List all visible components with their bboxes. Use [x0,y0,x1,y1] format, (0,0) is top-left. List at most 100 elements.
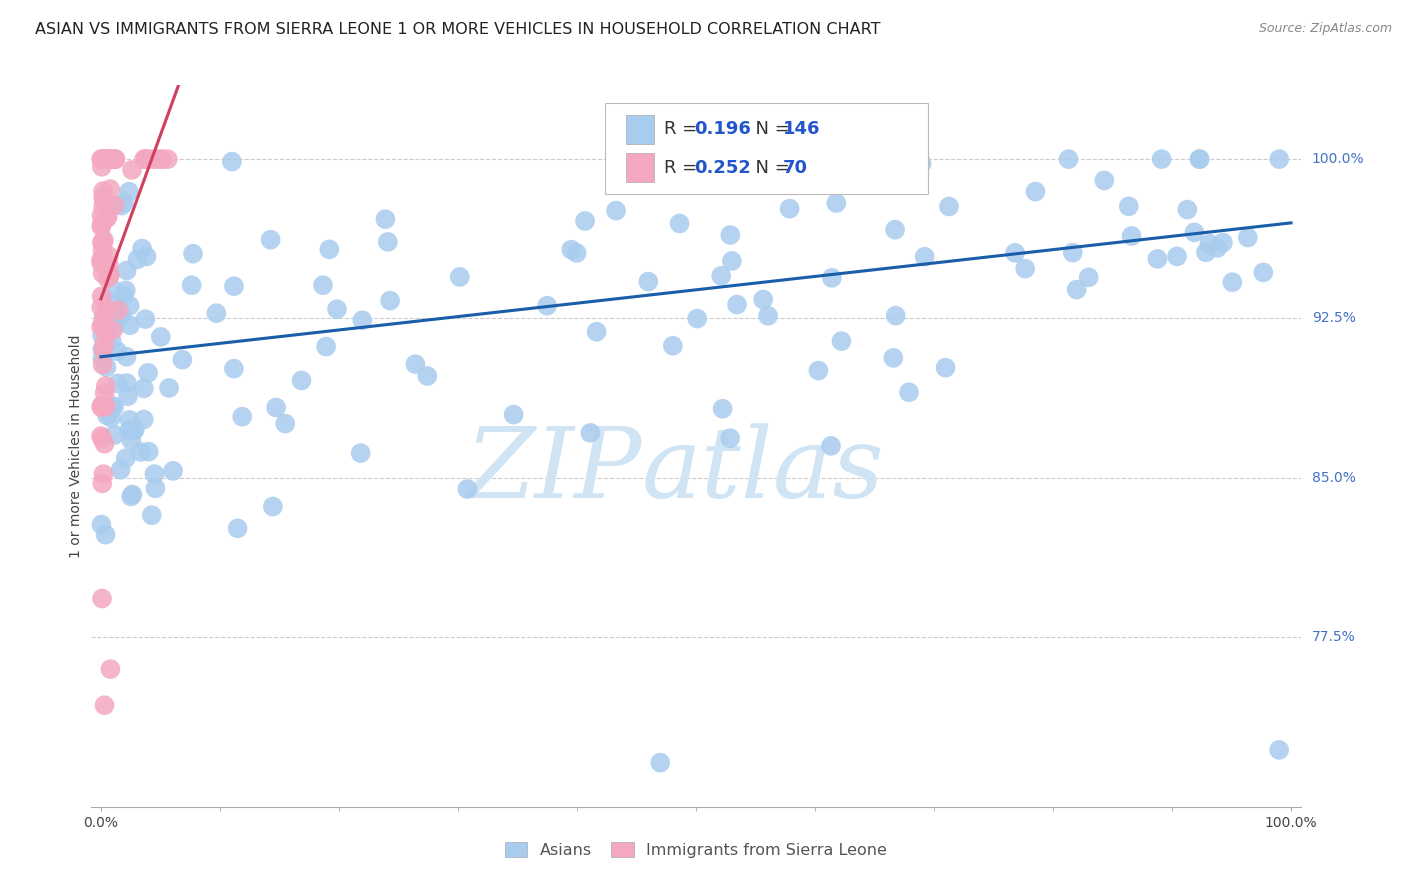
Point [143,152,166,166]
Point [114,451,136,466]
Point [93,310,115,324]
Text: ASIAN VS IMMIGRANTS FROM SIERRA LEONE 1 OR MORE VEHICLES IN HOUSEHOLD CORRELATIO: ASIAN VS IMMIGRANTS FROM SIERRA LEONE 1 … [35,22,880,37]
Point [94,400,117,414]
Point [90,289,112,303]
Point [262,500,284,514]
Point [377,235,399,249]
Point [821,271,844,285]
Text: ZIP: ZIP [465,424,641,519]
Point [756,309,779,323]
Point [103,400,125,414]
Point [96,152,118,166]
Point [90,399,112,413]
Point [1220,275,1243,289]
Point [127,252,149,267]
Point [115,376,138,390]
Point [93,437,115,451]
Point [882,351,904,365]
Point [935,360,957,375]
Point [90,517,112,532]
Point [352,313,374,327]
Point [565,246,588,260]
Point [115,263,138,277]
Point [274,417,297,431]
Legend: Asians, Immigrants from Sierra Leone: Asians, Immigrants from Sierra Leone [498,836,894,864]
Point [866,159,889,173]
Text: 85.0%: 85.0% [1312,471,1355,485]
Point [1195,245,1218,260]
Point [156,152,179,166]
Point [1268,743,1291,757]
Point [90,401,112,415]
Point [93,336,115,351]
Point [1057,152,1080,166]
Point [884,309,907,323]
Point [138,444,160,458]
Point [94,379,117,393]
Point [91,432,114,446]
Point [1150,152,1173,166]
Point [94,400,117,414]
Point [91,244,114,258]
Text: Source: ZipAtlas.com: Source: ZipAtlas.com [1258,22,1392,36]
Point [96,360,118,375]
Text: N =: N = [744,159,796,177]
Point [93,312,115,326]
Point [91,328,114,343]
Point [97,267,120,281]
Point [820,439,842,453]
Point [91,591,114,606]
Point [264,401,287,415]
Point [93,194,115,208]
Point [721,254,744,268]
Text: 146: 146 [783,120,821,138]
Point [350,446,373,460]
Point [898,385,921,400]
Point [94,527,117,541]
Point [1146,252,1168,266]
Text: 77.5%: 77.5% [1312,631,1355,644]
Point [131,242,153,256]
Point [93,467,115,481]
Point [1118,199,1140,213]
Point [93,235,115,249]
Point [90,320,112,334]
Point [124,423,146,437]
Point [226,521,249,535]
Point [1175,202,1198,217]
Point [1253,265,1275,279]
Point [91,190,114,204]
Point [404,357,426,371]
Point [1062,245,1084,260]
Point [104,319,127,334]
Point [93,152,115,166]
Point [96,409,118,423]
Point [884,222,907,236]
Point [725,297,748,311]
Point [374,212,396,227]
Point [1182,225,1205,239]
Point [143,467,166,481]
Point [103,295,125,310]
Point [1206,241,1229,255]
Point [136,366,159,380]
Point [104,198,127,212]
Point [93,386,115,401]
Point [135,249,157,263]
Point [560,243,582,257]
Point [103,152,125,166]
Point [104,152,127,166]
Point [90,300,112,314]
Point [90,152,112,166]
Point [222,361,245,376]
Point [121,162,143,177]
Point [914,250,936,264]
Point [93,152,115,166]
Point [90,252,112,267]
Point [1121,229,1143,244]
Point [911,156,934,170]
Point [110,463,132,477]
Point [96,301,118,316]
Point [90,429,112,443]
Point [686,311,709,326]
